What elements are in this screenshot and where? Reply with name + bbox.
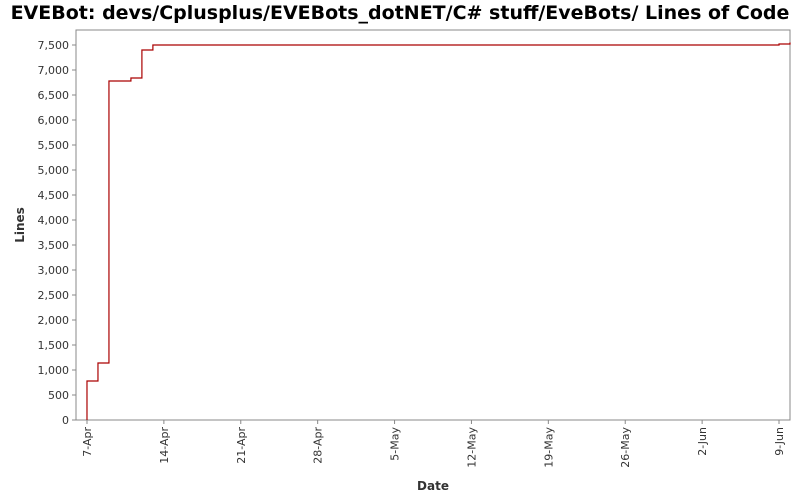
x-tick-label: 26-May	[619, 427, 632, 468]
x-tick-label: 28-Apr	[312, 427, 325, 464]
plot-frame	[75, 29, 791, 421]
x-tick-label: 9-Jun	[773, 427, 786, 456]
x-tick-label: 5-May	[389, 427, 402, 461]
y-tick-label: 3,500	[38, 239, 70, 252]
y-tick-label: 2,000	[38, 314, 70, 327]
y-tick-label: 7,500	[38, 39, 70, 52]
y-tick-label: 4,000	[38, 214, 70, 227]
x-axis: 7-Apr 14-Apr 21-Apr 28-Apr 5-May 12-May 19-May…	[81, 420, 786, 468]
y-tick-label: 4,500	[38, 189, 70, 202]
y-axis-title: Lines	[13, 207, 27, 243]
x-tick-label: 14-Apr	[158, 427, 171, 464]
x-axis-title: Date	[417, 479, 449, 493]
y-tick-label: 6,000	[38, 114, 70, 127]
y-axis: 0 500 1,000 1,500 2,000 2,500 3,000 3,500 4,000 4…	[38, 39, 76, 427]
y-tick-label: 0	[62, 414, 69, 427]
x-tick-label: 19-May	[542, 427, 555, 468]
y-tick-label: 2,500	[38, 289, 70, 302]
x-tick-label: 21-Apr	[235, 427, 248, 464]
y-tick-label: 5,500	[38, 139, 70, 152]
y-tick-label: 7,000	[38, 64, 70, 77]
y-tick-label: 3,000	[38, 264, 70, 277]
y-tick-label: 1,500	[38, 339, 70, 352]
x-tick-label: 2-Jun	[696, 427, 709, 456]
series-line	[86, 42, 791, 420]
y-tick-label: 500	[48, 389, 69, 402]
y-tick-label: 5,000	[38, 164, 70, 177]
x-tick-label: 12-May	[465, 427, 478, 468]
y-tick-label: 1,000	[38, 364, 70, 377]
chart-title: EVEBot: devs/Cplusplus/EVEBots_dotNET/C#…	[10, 2, 790, 24]
y-tick-label: 6,500	[38, 89, 70, 102]
x-tick-label: 7-Apr	[81, 427, 94, 457]
